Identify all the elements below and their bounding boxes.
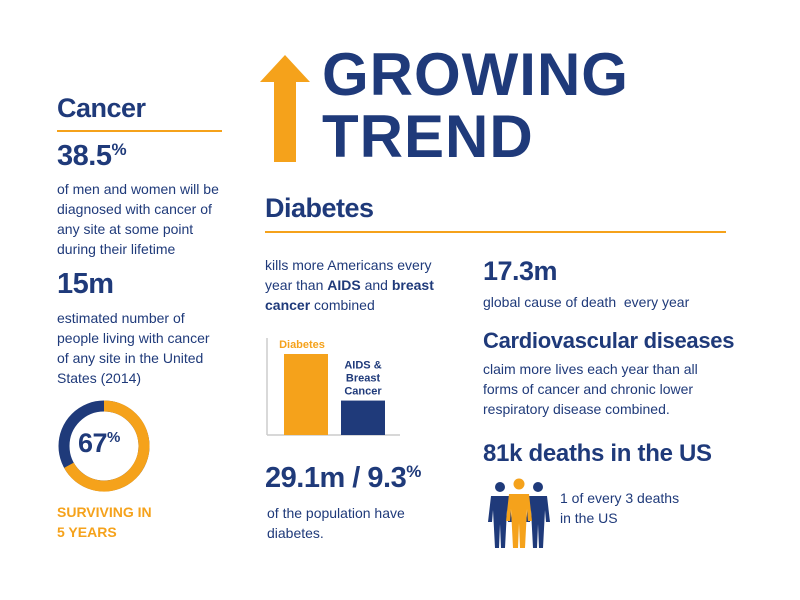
donut-value: 67	[78, 428, 108, 458]
text-line: kills more Americans every	[265, 255, 434, 275]
title-line: TREND	[322, 103, 534, 170]
stat-text: of the population have diabetes.	[267, 503, 405, 543]
deaths-heading: 81k deaths in the US	[483, 440, 712, 467]
people-icon	[488, 478, 550, 548]
bar-label-line: Cancer	[344, 386, 382, 398]
text-line: claim more lives each year than all	[483, 361, 698, 377]
bar-label-line: Breast	[346, 373, 381, 385]
donut-unit: %	[107, 429, 120, 446]
text-line: States (2014)	[57, 370, 142, 386]
text-line: during their lifetime	[57, 241, 176, 257]
text-line: any site at some point	[57, 221, 194, 237]
diabetes-heading: Diabetes	[265, 193, 374, 223]
text-line: diabetes.	[267, 525, 324, 541]
text-segment: and	[360, 277, 392, 293]
bar	[284, 354, 328, 435]
stat-number: 38.5%	[57, 140, 127, 173]
intro-text: kills more Americans every year than AIDS…	[265, 255, 434, 315]
bar-label-line: Diabetes	[279, 339, 325, 351]
text-line: respiratory disease combined.	[483, 401, 670, 417]
stat-text: of men and women will be diagnosed with c…	[57, 179, 219, 259]
stat-unit: %	[111, 140, 127, 159]
heading-rule	[265, 231, 726, 233]
stat-number: 17.3m	[483, 256, 558, 286]
text-line: year than AIDS and breast	[265, 275, 434, 295]
text-line: cancer combined	[265, 295, 434, 315]
text-line: 1 of every 3 deaths	[560, 490, 680, 506]
cancer-heading: Cancer	[57, 93, 146, 123]
stat-value: 29.1m / 9.3	[265, 462, 407, 494]
bar-label: Diabetes	[279, 339, 325, 351]
donut-caption: SURVIVING IN 5 YEARS	[57, 502, 152, 542]
stat-unit: %	[406, 462, 421, 481]
text-line: in the US	[560, 510, 618, 526]
text-segment: year than	[265, 277, 328, 293]
stat-value: 38.5	[57, 140, 112, 172]
stat-number: 15m	[57, 268, 114, 300]
text-segment: cancer	[265, 297, 311, 313]
up-arrow	[260, 55, 310, 162]
text-line: SURVIVING IN	[57, 504, 152, 520]
heading-rule	[57, 130, 222, 132]
text-segment: breast	[391, 277, 434, 293]
text-line: estimated number of	[57, 310, 185, 326]
title-line: GROWING	[322, 41, 629, 108]
text-segment: kills more Americans every	[265, 257, 432, 273]
bar-label-line: AIDS &	[344, 360, 381, 372]
text-segment: AIDS	[327, 277, 361, 293]
title: GROWING TREND	[322, 44, 629, 168]
donut-label: 67%	[78, 428, 120, 459]
text-line: diagnosed with cancer of	[57, 201, 212, 217]
text-line: people living with cancer	[57, 330, 210, 346]
text-line: of men and women will be	[57, 181, 219, 197]
stat-text: estimated number of people living with ca…	[57, 308, 210, 388]
text-line: of any site in the United	[57, 350, 204, 366]
bar-label: AIDS & Breast Cancer	[344, 360, 382, 398]
text-line: forms of cancer and chronic lower	[483, 381, 694, 397]
text-segment: combined	[310, 297, 375, 313]
text-line: of the population have	[267, 505, 405, 521]
cardio-text: claim more lives each year than all forms…	[483, 359, 698, 419]
text-line: 5 YEARS	[57, 524, 117, 540]
ratio-text: 1 of every 3 deaths in the US	[560, 488, 679, 528]
cardio-heading: Cardiovascular diseases	[483, 328, 735, 353]
donut-arc	[64, 400, 150, 492]
bar	[341, 400, 385, 435]
stat-number: 29.1m / 9.3%	[265, 462, 421, 495]
stat-text: global cause of death every year	[483, 294, 690, 310]
